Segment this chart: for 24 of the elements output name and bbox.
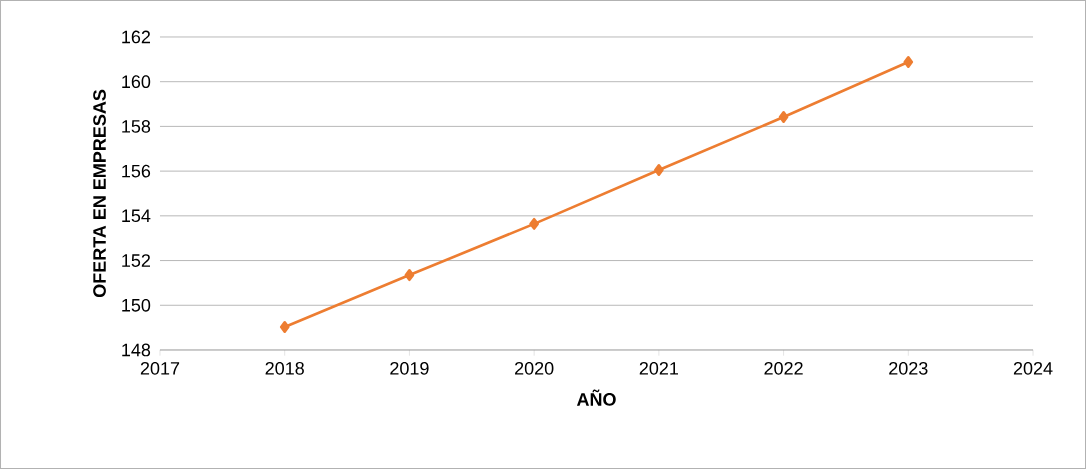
- y-tick-label: 162: [122, 30, 150, 44]
- point: [654, 164, 664, 177]
- y-tick-label: 152: [122, 254, 150, 267]
- y-tick-label: 154: [122, 209, 151, 223]
- y-tick-label: 156: [122, 164, 151, 178]
- y-tick-label: 158: [122, 120, 151, 133]
- point: [404, 269, 415, 282]
- y-tick-label: 150: [122, 298, 151, 312]
- x-axis-title: AÑO: [576, 389, 616, 406]
- point: [778, 111, 789, 124]
- x-tick-label: 2018: [265, 361, 304, 375]
- y-tick-label: 148: [122, 343, 151, 357]
- y-axis-title: OFERTA EN EMPRESAS: [93, 89, 106, 298]
- x-tick-label: 2017: [140, 361, 180, 375]
- x-tick-label: 2021: [639, 361, 678, 375]
- x-tick-label: 2023: [889, 361, 928, 375]
- point: [903, 56, 914, 69]
- x-tick-label: 2024: [1013, 361, 1053, 375]
- point: [529, 217, 539, 230]
- x-tick-label: 2019: [390, 361, 429, 375]
- x-tick-label: 2020: [515, 361, 554, 375]
- point: [279, 320, 290, 333]
- x-tick-label: 2022: [764, 361, 803, 375]
- y-tick-label: 160: [122, 75, 151, 89]
